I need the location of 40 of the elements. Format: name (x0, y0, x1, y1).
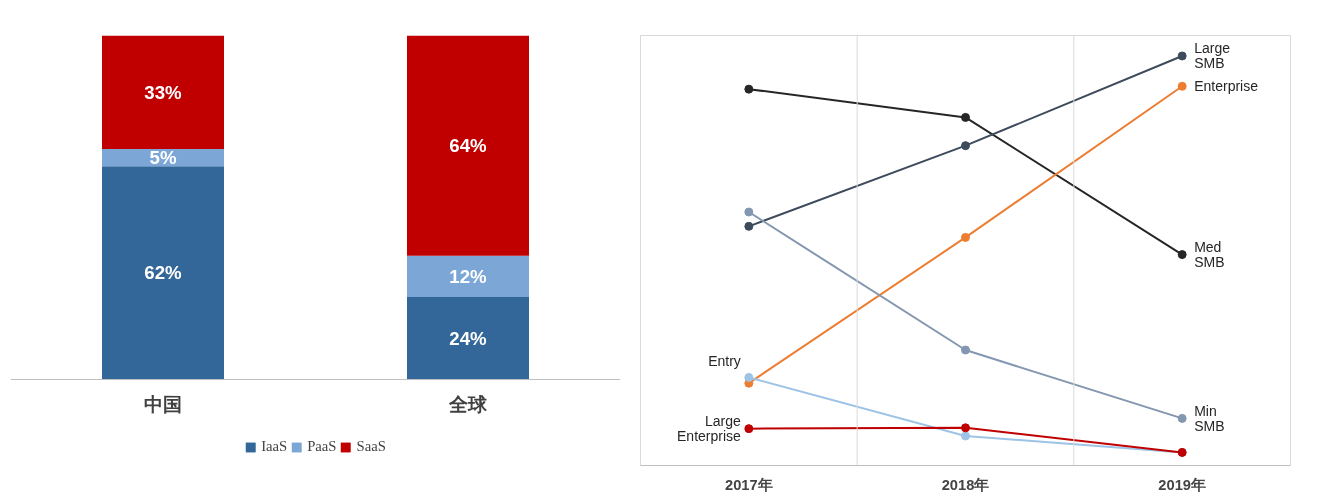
x-tick-label: 2018年 (941, 476, 990, 493)
point (744, 372, 754, 382)
bar (407, 255, 529, 297)
legend-label: PaaS (307, 438, 337, 455)
data-label: 33% (144, 81, 183, 103)
point (1177, 81, 1187, 91)
x-tick-label: 2017年 (725, 476, 773, 493)
series-label: Large SMB (1194, 40, 1231, 72)
series-label: Min SMB (1194, 402, 1225, 434)
data-label: 62% (144, 262, 183, 284)
x-tick-label: 全球 (448, 393, 488, 415)
x-tick-label: 中国 (144, 393, 182, 415)
bar (102, 35, 224, 150)
point (1177, 51, 1187, 61)
series-label: Large Enterprise (677, 413, 742, 445)
series-label: Enterprise (1194, 78, 1259, 95)
data-label: 64% (449, 135, 488, 157)
point (1177, 250, 1187, 260)
bar (407, 296, 529, 380)
data-label: 24% (449, 327, 488, 349)
point (744, 424, 754, 434)
point (744, 221, 754, 231)
data-label: 12% (449, 265, 488, 287)
series-label: Entry (708, 353, 741, 370)
series-label: Med SMB (1194, 239, 1225, 271)
point (961, 232, 970, 242)
point (744, 84, 754, 94)
data-label: 5% (149, 147, 177, 169)
bar (102, 166, 224, 380)
legend-label: SaaS (356, 438, 386, 455)
point (1177, 413, 1187, 423)
point (961, 431, 970, 441)
bar (407, 35, 529, 256)
point (961, 112, 970, 122)
point (961, 345, 970, 355)
legend-label: IaaS (261, 438, 288, 455)
point (744, 207, 754, 217)
x-tick-label: 2019年 (1158, 476, 1206, 493)
point (961, 423, 970, 433)
point (961, 141, 970, 151)
